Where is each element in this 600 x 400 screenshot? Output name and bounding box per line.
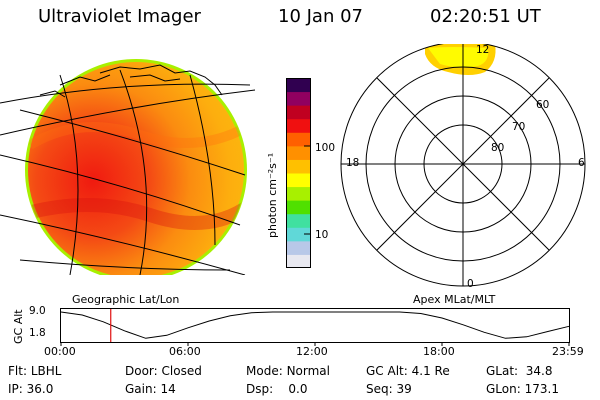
lat-label-80: 80 — [491, 142, 505, 154]
geo-caption: Geographic Lat/Lon — [72, 293, 180, 306]
glat-info: GLat: 34.8 — [486, 364, 553, 378]
flt-value: LBHL — [30, 364, 62, 378]
flt-info: Flt: LBHL — [8, 364, 62, 378]
gcalt-value: 4.1 Re — [411, 364, 450, 378]
colorbar-band — [286, 186, 311, 201]
ip-info: IP: 36.0 — [8, 382, 54, 396]
colorbar-band — [286, 240, 311, 255]
gcalt-info: GC Alt: 4.1 Re — [366, 364, 450, 378]
colorbar-band — [286, 254, 311, 268]
lat-lon-grid — [0, 69, 256, 275]
dsp-value: 0.0 — [288, 382, 308, 396]
x-tick-18: 18:00 — [423, 345, 455, 358]
colorbar-band — [286, 173, 311, 188]
mode-info: Mode: Normal — [246, 364, 330, 378]
date-label: 10 Jan 07 — [278, 6, 363, 27]
door-info: Door: Closed — [125, 364, 202, 378]
colorbar-band — [286, 227, 311, 242]
mlt-label-18: 18 — [346, 157, 360, 169]
x-tick-12: 12:00 — [296, 345, 328, 358]
y-tick-9: 9.0 — [29, 305, 46, 317]
earth-disk — [28, 62, 244, 275]
earth-image — [0, 59, 256, 275]
seq-value: 39 — [396, 382, 412, 396]
x-tick-24: 23:59 — [552, 345, 584, 358]
apex-caption: Apex MLat/MLT — [413, 293, 496, 306]
lat-label-70: 70 — [512, 121, 526, 133]
instrument-title: Ultraviolet Imager — [38, 6, 201, 27]
mlt-label-0: 0 — [467, 278, 474, 290]
colorbar-band — [286, 159, 311, 174]
colorbar-band — [286, 78, 311, 93]
coastline — [39, 90, 66, 98]
colorbar-band — [286, 132, 311, 147]
polar-grid — [340, 44, 586, 287]
glat-value: 34.8 — [525, 364, 553, 378]
x-tick-6: 06:00 — [169, 345, 201, 358]
time-label: 02:20:51 UT — [430, 6, 541, 27]
altitude-chart — [60, 308, 570, 346]
glon-info: GLon: 173.1 — [486, 382, 559, 396]
colorbar — [286, 78, 311, 268]
altitude-series-line — [60, 311, 570, 339]
polar-plot — [340, 44, 586, 287]
door-value: Closed — [161, 364, 202, 378]
x-tick-0: 00:00 — [44, 345, 76, 358]
colorbar-band — [286, 145, 311, 160]
colorbar-band — [286, 105, 311, 120]
colorbar-band — [286, 91, 311, 106]
colorbar-band — [286, 200, 311, 215]
colorbar-tick-10: 10 — [315, 229, 329, 241]
glon-value: 173.1 — [524, 382, 559, 396]
altitude-plot-frame — [60, 308, 570, 343]
gain-value: 14 — [160, 382, 176, 396]
coastline — [59, 74, 111, 86]
colorbar-band — [286, 118, 311, 133]
mlt-label-12: 12 — [476, 44, 490, 56]
coastline — [99, 64, 223, 96]
colorbar-band — [286, 213, 311, 228]
colorbar-tick-100: 100 — [315, 142, 336, 154]
lat-label-60: 60 — [536, 99, 550, 111]
gain-info: Gain: 14 — [125, 382, 176, 396]
coastline — [129, 74, 181, 82]
dsp-info: Dsp: 0.0 — [246, 382, 308, 396]
seq-info: Seq: 39 — [366, 382, 412, 396]
mlt-label-6: 6 — [578, 157, 585, 169]
y-tick-1.8: 1.8 — [29, 327, 46, 339]
ip-value: 36.0 — [26, 382, 54, 396]
mode-value: Normal — [286, 364, 330, 378]
